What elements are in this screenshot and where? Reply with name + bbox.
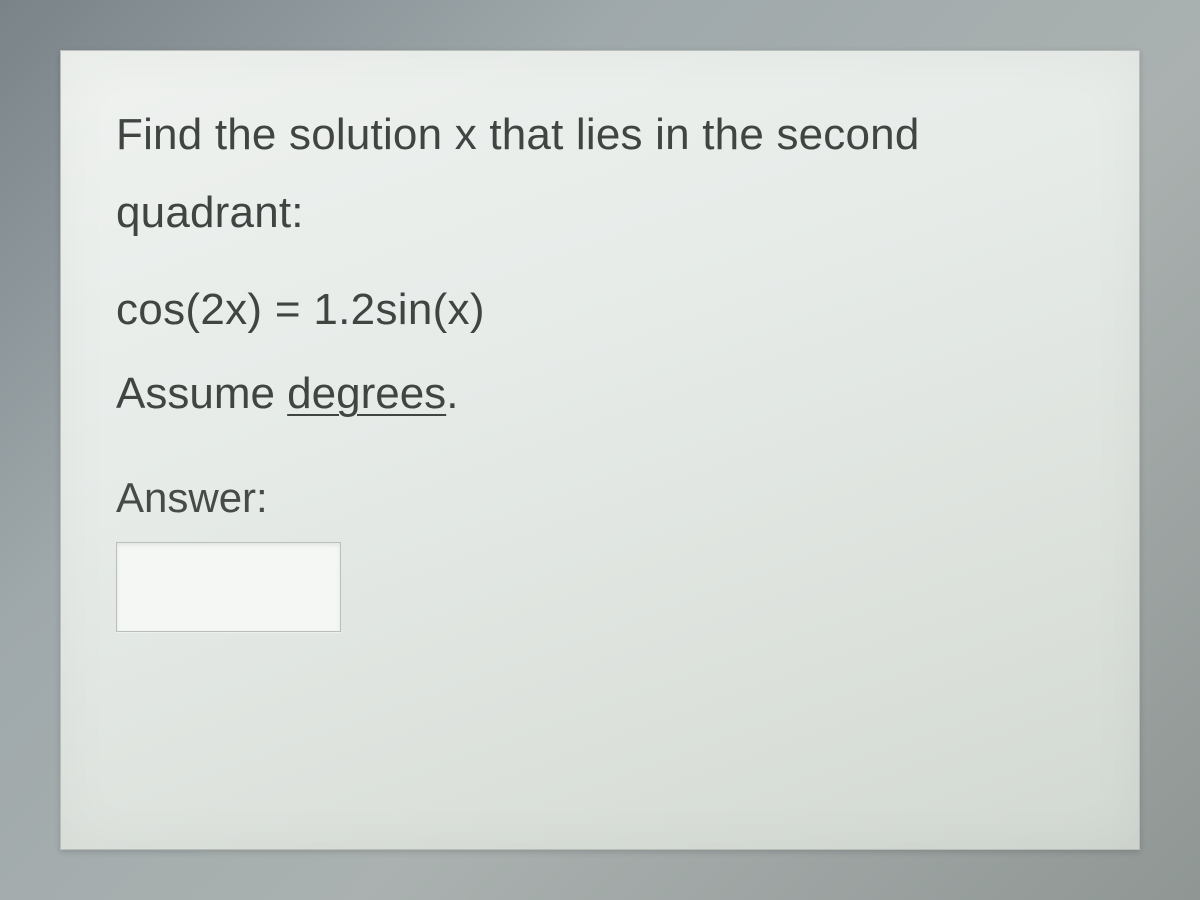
question-sheet: Find the solution x that lies in the sec… [60, 50, 1140, 850]
assume-line: Assume degrees. [116, 369, 1084, 419]
question-prompt-line1: Find the solution x that lies in the sec… [116, 101, 1084, 169]
assume-suffix: . [446, 369, 458, 418]
assume-prefix: Assume [116, 369, 287, 418]
assume-word: degrees [287, 369, 446, 418]
question-prompt-line2: quadrant: [116, 179, 1084, 247]
answer-label: Answer: [116, 474, 1084, 522]
question-equation: cos(2x) = 1.2sin(x) [116, 285, 1084, 335]
answer-input[interactable] [116, 542, 341, 632]
